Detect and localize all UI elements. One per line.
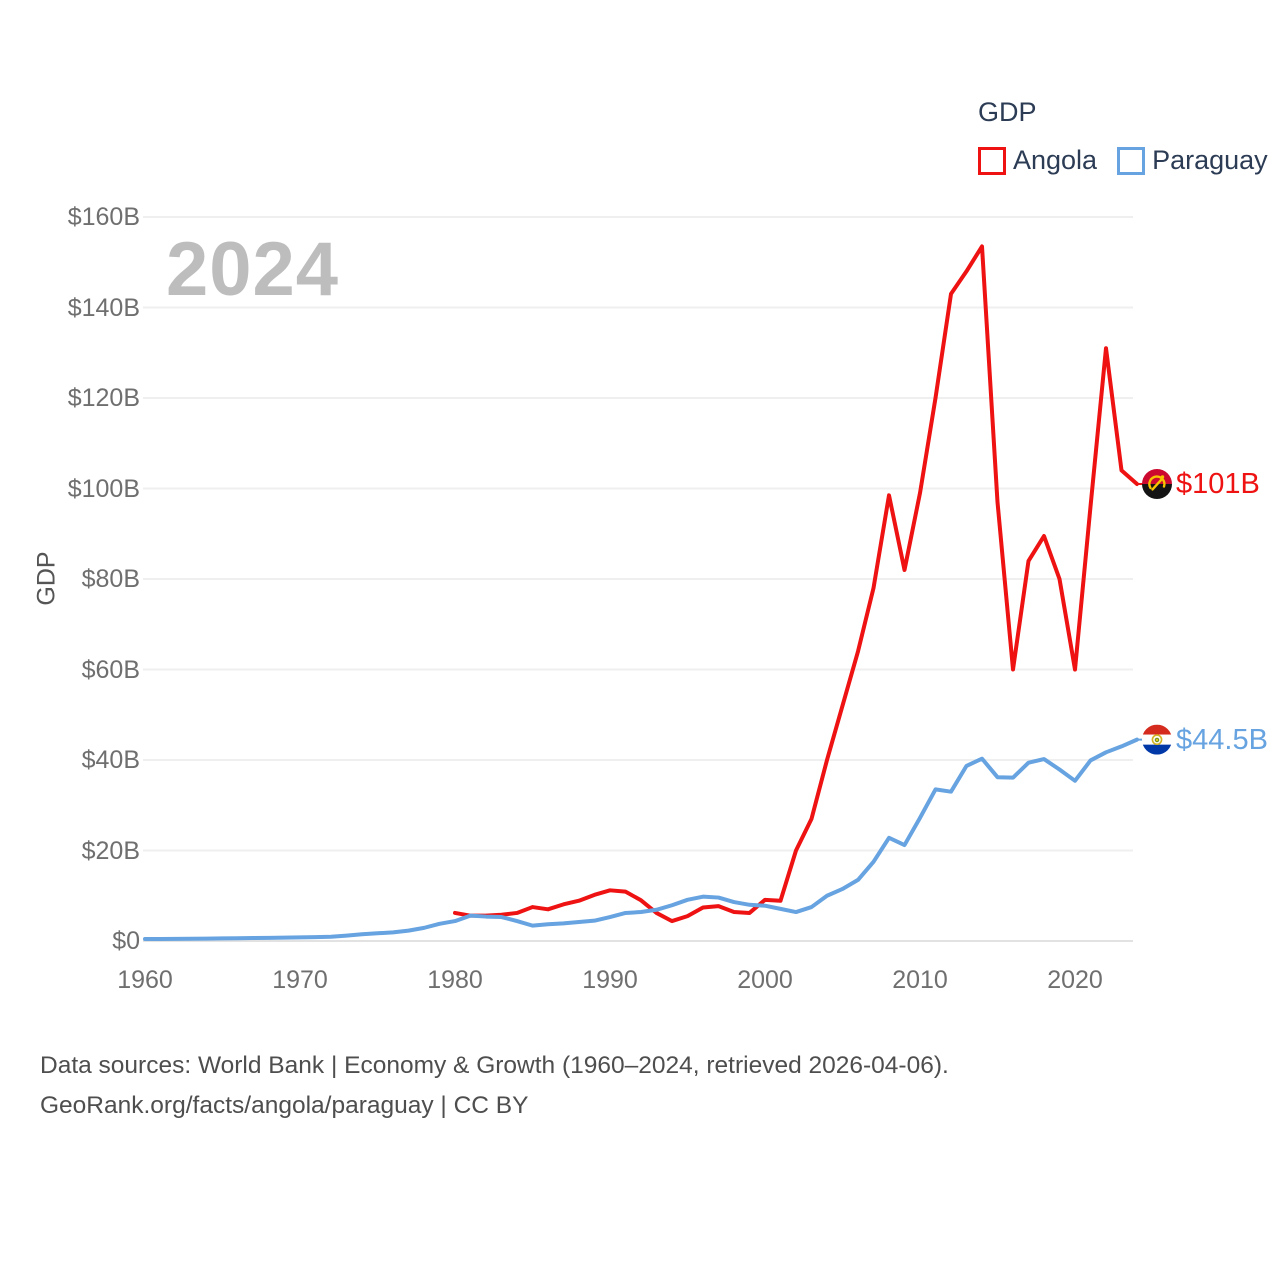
y-tick-label: $160B bbox=[67, 203, 140, 231]
y-tick-label: $120B bbox=[67, 384, 140, 412]
x-tick-label: 1990 bbox=[582, 966, 638, 994]
footer-data-sources: Data sources: World Bank | Economy & Gro… bbox=[40, 1052, 949, 1079]
legend-label-paraguay: Paraguay bbox=[1152, 145, 1268, 175]
y-tick-label: $60B bbox=[81, 655, 140, 684]
x-tick-label: 2020 bbox=[1047, 966, 1103, 994]
paraguay-flag-icon bbox=[1142, 724, 1172, 755]
x-tick-label: 2010 bbox=[892, 966, 948, 994]
series-lines bbox=[143, 244, 1143, 942]
angola-line bbox=[453, 244, 1139, 924]
legend-entry-paraguay[interactable]: Paraguay bbox=[1117, 145, 1268, 176]
y-tick-label: $20B bbox=[81, 836, 140, 865]
angola-swatch-icon bbox=[978, 146, 1006, 175]
legend-entry-angola[interactable]: Angola bbox=[978, 145, 1097, 176]
y-tick-label: $40B bbox=[81, 746, 140, 774]
y-tick-label: $140B bbox=[67, 293, 140, 322]
paraguay-swatch-icon bbox=[1117, 146, 1146, 175]
footer-attribution: Data sources: World Bank | Economy & Gro… bbox=[40, 1046, 949, 1126]
x-tick-label: 1970 bbox=[272, 966, 328, 994]
legend-title: GDP bbox=[978, 97, 1037, 127]
angola-flag-icon bbox=[1142, 468, 1172, 499]
legend-label-angola: Angola bbox=[1013, 145, 1098, 175]
x-tick-label: 1960 bbox=[117, 966, 173, 994]
angola-end-value-label: $101B bbox=[1176, 467, 1260, 500]
x-tick-label: 1980 bbox=[427, 966, 483, 994]
y-tick-label: $0 bbox=[112, 927, 140, 955]
watermark-year: 2024 bbox=[166, 227, 340, 312]
gridlines bbox=[143, 216, 1133, 942]
paraguay-line bbox=[143, 737, 1139, 942]
paraguay-end-value-label: $44.5B bbox=[1176, 723, 1268, 756]
y-tick-label: $80B bbox=[81, 565, 140, 593]
legend: GDP Angola Paraguay bbox=[978, 97, 1280, 176]
legend-row: Angola Paraguay bbox=[978, 145, 1280, 176]
y-tick-label: $100B bbox=[67, 474, 140, 503]
x-tick-label: 2000 bbox=[737, 966, 793, 994]
footer-url: GeoRank.org/facts/angola/paraguay | CC B… bbox=[40, 1092, 529, 1119]
